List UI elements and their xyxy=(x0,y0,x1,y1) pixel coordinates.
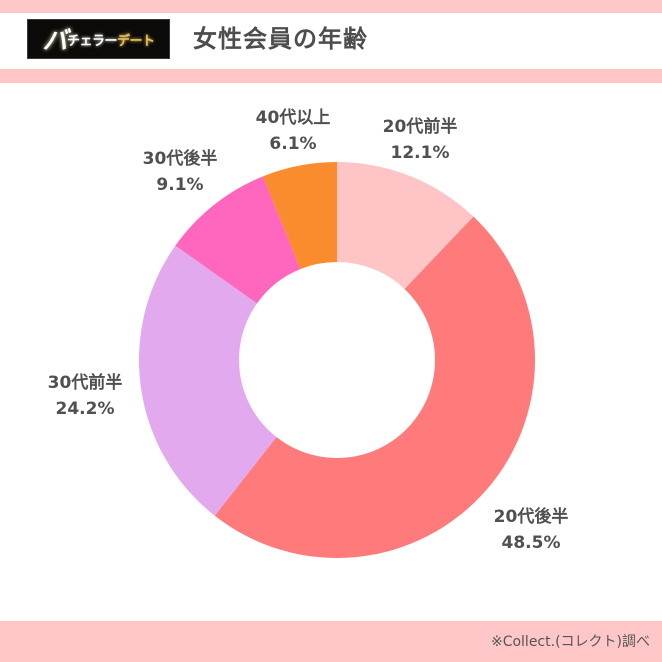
label-20s-early: 20代前半 12.1% xyxy=(383,114,458,166)
label-name: 20代前半 xyxy=(382,117,458,137)
slice-30s-early xyxy=(138,245,277,516)
footer: ※Collect.(コレクト)調べ xyxy=(0,621,662,662)
slice-30s-late xyxy=(175,176,301,304)
label-value: 9.1% xyxy=(156,175,204,195)
header: バ チェラー デート 女性会員の年齢 xyxy=(0,13,662,69)
brand-logo: バ チェラー デート xyxy=(27,19,170,59)
label-value: 6.1% xyxy=(269,134,317,154)
label-name: 20代後半 xyxy=(493,507,569,527)
label-name: 40代以上 xyxy=(255,108,331,128)
label-value: 12.1% xyxy=(390,143,450,163)
top-band xyxy=(0,0,662,13)
logo-text-date: デート xyxy=(117,33,155,49)
slice-40s-plus xyxy=(262,162,337,270)
label-30s-early: 30代前半 24.2% xyxy=(48,370,123,422)
logo-text-ba: バ xyxy=(42,26,67,55)
label-30s-late: 30代後半 9.1% xyxy=(143,146,218,198)
donut-chart: 20代前半 12.1% 20代後半 48.5% 30代前半 24.2% 30代後… xyxy=(0,83,662,621)
logo-text-chera: チェラー xyxy=(66,33,118,49)
label-20s-late: 20代後半 48.5% xyxy=(494,504,569,556)
label-value: 48.5% xyxy=(501,533,561,553)
slice-20s-early xyxy=(337,162,474,289)
label-value: 24.2% xyxy=(55,399,115,419)
donut-svg xyxy=(138,162,536,559)
label-name: 30代後半 xyxy=(142,149,218,169)
page-title: 女性会員の年齢 xyxy=(193,25,368,53)
slice-20s-late xyxy=(214,216,536,559)
label-40s-plus: 40代以上 6.1% xyxy=(256,105,331,157)
header-bottom-band xyxy=(0,69,662,83)
label-name: 30代前半 xyxy=(47,373,123,393)
source-note: ※Collect.(コレクト)調べ xyxy=(490,634,650,650)
